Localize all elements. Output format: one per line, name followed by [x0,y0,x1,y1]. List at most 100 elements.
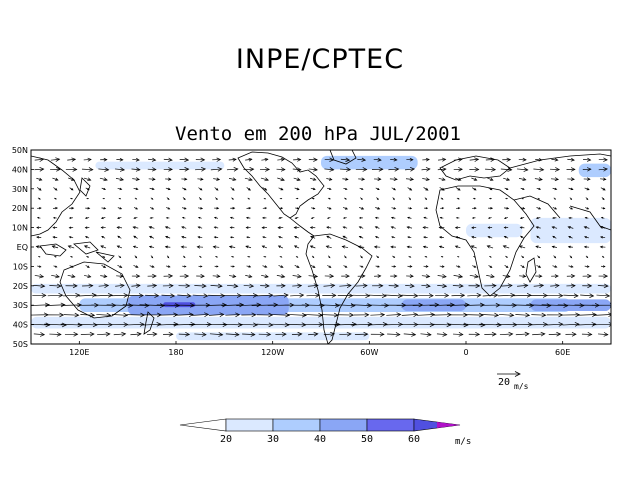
wind-vector-head [232,255,235,258]
wind-vector [404,167,415,172]
wind-vector [324,167,335,172]
wind-vector [435,293,450,298]
wind-vector [165,187,171,191]
wind-vector-head [185,332,191,337]
wind-vector-head [159,303,165,308]
wind-vector-shaft [436,333,447,336]
wind-vector-head [589,293,595,299]
wind-vector [484,283,497,289]
wind-vector-head [234,332,240,337]
wind-vector-shaft [373,158,382,161]
wind-vector-head [558,293,564,298]
wind-vector-shaft [67,274,75,278]
wind-vector [197,226,203,229]
wind-vector-head [174,303,180,308]
wind-vector [342,235,348,239]
wind-vector-head [486,245,491,249]
wind-vector [457,256,460,258]
wind-vector [47,293,64,298]
wind-vector [164,245,171,249]
wind-vector [360,197,363,200]
wind-vector-shaft [276,275,285,278]
wind-vector-shaft [469,158,479,161]
wind-vector-head [393,274,398,278]
wind-vector [70,197,74,200]
wind-vector [102,255,106,258]
wind-vector-head [558,322,564,327]
wind-vector-shaft [469,274,479,278]
wind-vector-head [346,167,352,172]
wind-vector-head [473,265,477,268]
wind-vector [82,283,94,289]
wind-vector-shaft [526,304,551,306]
wind-vector [308,273,319,279]
wind-vector-shaft [342,246,349,248]
wind-vector [111,312,129,318]
wind-vector-shaft [173,323,195,326]
wind-vector-head [284,322,290,328]
wind-vector-head [235,312,241,318]
wind-vector-head [100,216,104,220]
wind-vector [584,235,589,239]
wind-vector-head [264,197,267,200]
wind-vector [335,303,356,308]
wind-vector [243,167,255,172]
wind-vector-head [135,177,140,182]
wind-vector-shaft [243,168,254,171]
wind-vector-shaft [260,177,269,181]
wind-vector-head [602,198,605,201]
wind-vector-shaft [453,158,463,161]
wind-vector-head [88,283,94,289]
wind-vector-head [390,245,394,249]
wind-vector [158,312,179,318]
wind-vector-head [586,207,590,210]
wind-vector-head [442,332,448,337]
wind-vector-head [216,256,218,258]
wind-vector-shaft [463,323,485,326]
wind-vector-head [152,167,157,172]
wind-vector [583,177,591,181]
wind-vector [272,312,291,318]
wind-vector-head [507,283,513,288]
wind-vector [279,207,284,210]
wind-vector-head [350,303,356,308]
reference-vector-value: 20 [498,377,510,388]
wind-vector-head [261,245,265,249]
wind-vector-shaft [132,158,140,161]
wind-vector [214,265,219,268]
wind-vector-head [106,312,112,318]
wind-vector-shaft [287,314,307,316]
wind-vector-shaft [132,178,140,180]
wind-vector-head [441,177,446,181]
wind-vector-head [442,283,448,289]
wind-vector [568,236,573,239]
wind-vector-head [77,302,83,308]
wind-vector [389,177,398,182]
wind-vector-head [554,265,558,268]
wind-vector [308,157,318,162]
wind-vector-shaft [423,226,429,229]
wind-vector-head [248,198,250,200]
wind-vector-head [139,322,145,327]
wind-vector-head [335,322,341,327]
wind-vector-head [587,283,593,289]
wind-vector [68,226,74,229]
wind-vector [290,293,305,298]
wind-vector-head [233,283,239,289]
wind-vector [374,236,380,239]
wind-vector-head [35,245,40,249]
wind-vector [520,207,526,210]
wind-vector-shaft [550,178,559,180]
wind-vector [390,157,398,162]
wind-vector-head [312,256,315,259]
wind-vector-shaft [179,168,189,170]
wind-vector-head [245,226,249,229]
wind-vector-shaft [36,187,42,191]
wind-vector [518,157,527,162]
wind-vector [293,245,300,249]
wind-vector [262,216,267,220]
wind-vector [453,332,464,337]
wind-vector-head [393,177,398,182]
wind-vector [34,273,45,279]
wind-vector [214,206,220,210]
